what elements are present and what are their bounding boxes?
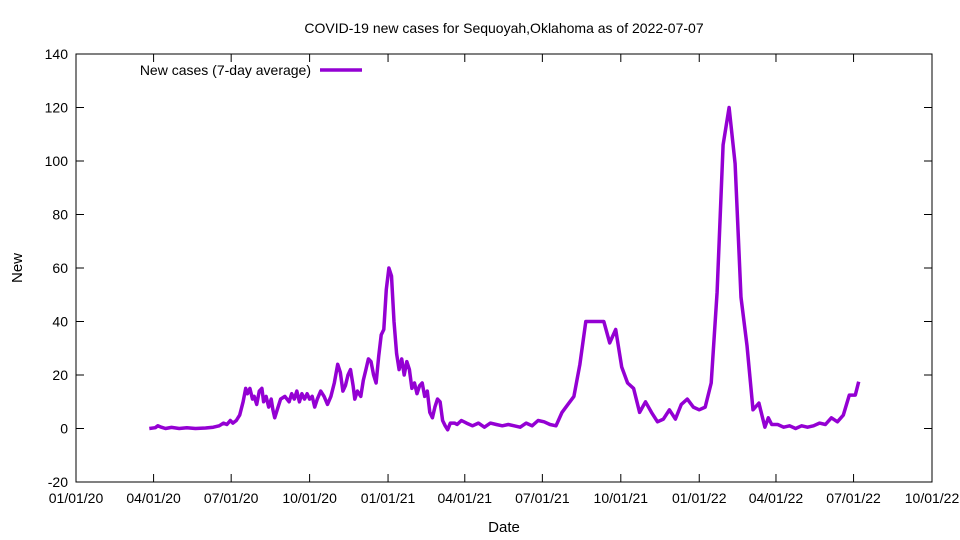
x-tick-label: 01/01/22: [672, 490, 727, 506]
series-group: [149, 105, 861, 432]
series-line: [149, 105, 861, 432]
x-tick-label: 10/01/21: [594, 490, 649, 506]
legend-label: New cases (7-day average): [140, 62, 311, 78]
x-tick-label: 10/01/22: [905, 490, 960, 506]
x-tick-label: 07/01/20: [204, 490, 259, 506]
y-tick-label: -20: [48, 474, 68, 490]
chart-title: COVID-19 new cases for Sequoyah,Oklahoma…: [304, 20, 703, 36]
x-tick-label: 07/01/21: [515, 490, 570, 506]
y-tick-label: 80: [52, 207, 68, 223]
x-tick-label: 07/01/22: [826, 490, 881, 506]
y-axis-label: New: [9, 253, 26, 283]
x-tick-label: 01/01/21: [361, 490, 416, 506]
y-tick-label: 120: [45, 100, 69, 116]
x-axis-label: Date: [488, 519, 520, 536]
y-tick-label: 100: [45, 153, 69, 169]
y-tick-label: 140: [45, 46, 69, 62]
y-tick-label: 40: [52, 314, 68, 330]
y-tick-label: 60: [52, 260, 68, 276]
x-ticks: 01/01/20 04/01/20 07/01/20 10/01/20 01/01/21…: [49, 54, 960, 506]
plot-frame: [75, 53, 933, 483]
x-tick-label: 04/01/20: [126, 490, 181, 506]
legend: New cases (7-day average): [140, 62, 362, 78]
x-tick-label: 01/01/20: [49, 490, 104, 506]
x-tick-label: 04/01/22: [749, 490, 804, 506]
x-tick-label: 10/01/20: [282, 490, 337, 506]
y-ticks: -20 0 20 40 60 80 100 120 140: [45, 46, 932, 490]
x-tick-label: 04/01/21: [438, 490, 493, 506]
y-tick-label: 0: [60, 421, 68, 437]
y-tick-label: 20: [52, 367, 68, 383]
